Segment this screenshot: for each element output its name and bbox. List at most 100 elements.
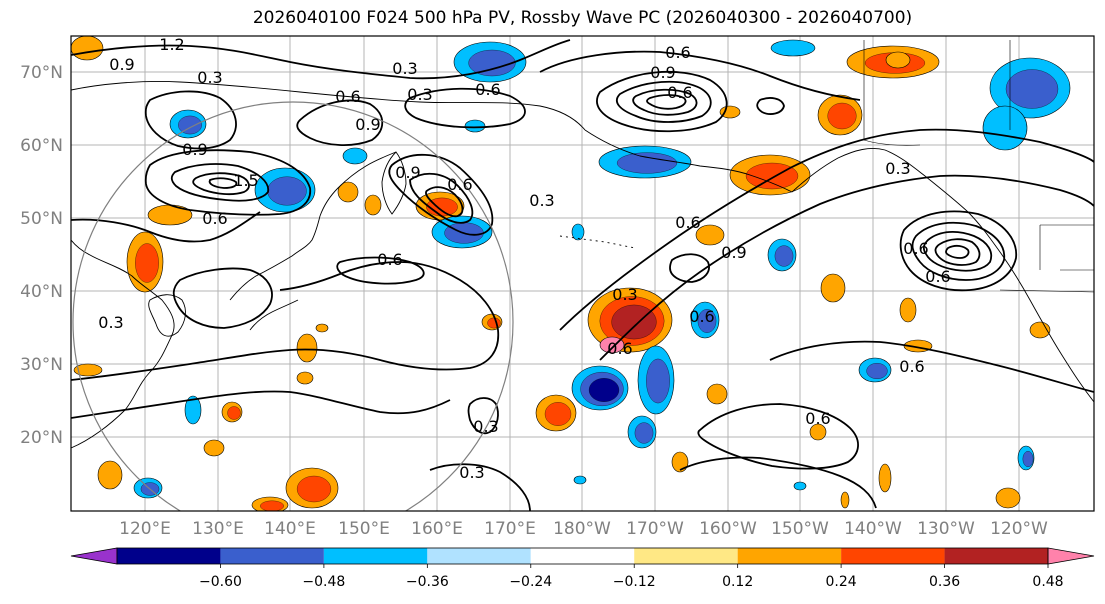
contour-label: 0.6: [667, 83, 692, 102]
pv-contour: [336, 256, 425, 285]
contour-label: 1.5: [233, 171, 258, 190]
contour-label: 0.6: [689, 307, 714, 326]
pv-anomaly-band: [71, 36, 104, 61]
pv-anomaly: [296, 371, 314, 385]
contour-label: 0.3: [407, 85, 432, 104]
colorbar-extend-low: [70, 547, 118, 565]
pv-anomaly: [767, 238, 797, 272]
colorbar-tick-label: −0.36: [406, 574, 449, 590]
colorbar-tick-label: −0.12: [613, 574, 656, 590]
contour-label: 0.6: [665, 43, 690, 62]
contour-label: 0.3: [529, 191, 554, 210]
latitude-label: 20°N: [20, 428, 63, 448]
pv-contour: [409, 172, 474, 224]
longitude-label: 150°E: [338, 519, 390, 539]
pv-anomaly: [858, 357, 892, 383]
pv-anomaly-band: [634, 422, 654, 444]
latitude-label: 60°N: [20, 136, 63, 156]
pv-anomaly-band: [296, 475, 332, 503]
colorbar: −0.60 −0.48 −0.36 −0.24 −0.12 0.12 0.24 0.36 0.4…: [70, 547, 1095, 590]
pv-contour: [632, 88, 698, 116]
pv-contour: [71, 261, 500, 381]
pv-contour: [596, 70, 728, 133]
contour-label: 0.6: [475, 80, 500, 99]
longitude-label: 170°E: [484, 519, 536, 539]
pv-anomaly: [695, 224, 725, 246]
pv-anomaly-band: [774, 245, 794, 267]
contour-label: 0.6: [377, 250, 402, 269]
pv-anomaly-band: [571, 223, 585, 241]
pv-anomaly-band: [260, 500, 284, 511]
contour-label: 0.9: [650, 63, 675, 82]
pv-contour: [71, 211, 261, 243]
pv-anomaly: [671, 451, 689, 473]
pv-contour: [911, 221, 1006, 281]
siberia-coastline: [71, 81, 586, 131]
contour-label: 0.9: [109, 55, 134, 74]
pv-contour: [934, 238, 981, 266]
pv-contour: [404, 87, 526, 129]
pv-anomaly-band: [1005, 69, 1059, 109]
colorbar-tick-label: 0.12: [722, 574, 753, 590]
contour-label: 0.3: [197, 68, 222, 87]
pv-anomaly-band: [866, 363, 888, 379]
pv-anomaly: [573, 475, 587, 485]
contour-label: 0.6: [447, 175, 472, 194]
pv-anomaly: [203, 439, 225, 457]
pv-anomaly: [809, 423, 827, 441]
pv-anomaly: [184, 395, 202, 425]
colorbar-segment: [220, 548, 324, 564]
contour-label: 0.3: [612, 285, 637, 304]
pv-anomaly: [221, 401, 243, 423]
pv-contour: [679, 456, 877, 509]
pv-anomaly-band: [809, 423, 827, 441]
pv-anomaly-band: [820, 273, 846, 303]
latitude-label: 70°N: [20, 63, 63, 83]
pv-anomaly: [71, 36, 104, 61]
pv-anomaly: [535, 394, 577, 432]
pv-contours: [71, 39, 1094, 511]
pv-anomaly: [453, 41, 527, 83]
pv-contour: [296, 99, 384, 146]
longitude-label: 170°W: [626, 519, 684, 539]
alaska-coastline: [584, 129, 793, 193]
pv-contour: [172, 267, 273, 329]
pv-contour: [899, 210, 1017, 292]
pv-anomaly-band: [337, 181, 359, 203]
latitude-labels: 70°N 60°N 50°N 40°N 30°N 20°N: [20, 63, 63, 448]
pv-contour: [208, 177, 238, 189]
map-title: 2026040100 F024 500 hPa PV, Rossby Wave …: [252, 8, 913, 28]
pv-anomaly-band: [982, 105, 1028, 151]
pv-anomaly: [840, 491, 850, 509]
pv-contour: [559, 128, 1094, 331]
pv-anomaly: [296, 333, 318, 363]
pv-contour: [615, 80, 712, 123]
pv-anomaly-band: [296, 371, 314, 385]
pv-anomaly-band: [899, 297, 917, 323]
pv-anomaly: [571, 223, 585, 241]
kuril-coastline: [319, 151, 397, 217]
pv-anomaly: [169, 109, 207, 139]
pv-anomaly-band: [147, 204, 193, 226]
pv-anomaly: [254, 167, 316, 213]
aleutians: [559, 235, 636, 249]
colorbar-segment: [737, 548, 842, 564]
contour-label: 0.3: [473, 417, 498, 436]
pv-anomaly: [995, 487, 1021, 509]
pv-anomaly: [637, 345, 675, 415]
pv-anomaly: [73, 363, 103, 377]
korea-coastline: [148, 294, 186, 337]
colorbar-tick-label: 0.24: [826, 574, 857, 590]
longitude-label: 130°W: [917, 519, 975, 539]
pv-anomaly-band: [487, 317, 501, 329]
pv-contour: [539, 50, 861, 101]
contour-label: 0.9: [395, 163, 420, 182]
pv-contour: [192, 172, 250, 196]
colorbar-segment: [427, 548, 531, 564]
pv-contour: [170, 163, 270, 202]
colorbar-segment: [841, 548, 945, 564]
pv-anomaly: [251, 496, 289, 511]
pv-anomaly-band: [697, 309, 717, 333]
pv-contour: [922, 231, 993, 272]
colorbar-outline: [116, 547, 1049, 565]
